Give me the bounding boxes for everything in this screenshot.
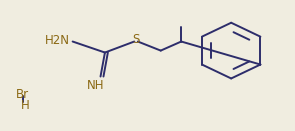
- Text: NH: NH: [87, 79, 105, 92]
- Text: H: H: [20, 99, 29, 111]
- Text: S: S: [132, 33, 140, 47]
- Text: H2N: H2N: [45, 34, 70, 47]
- Text: Br: Br: [16, 88, 29, 100]
